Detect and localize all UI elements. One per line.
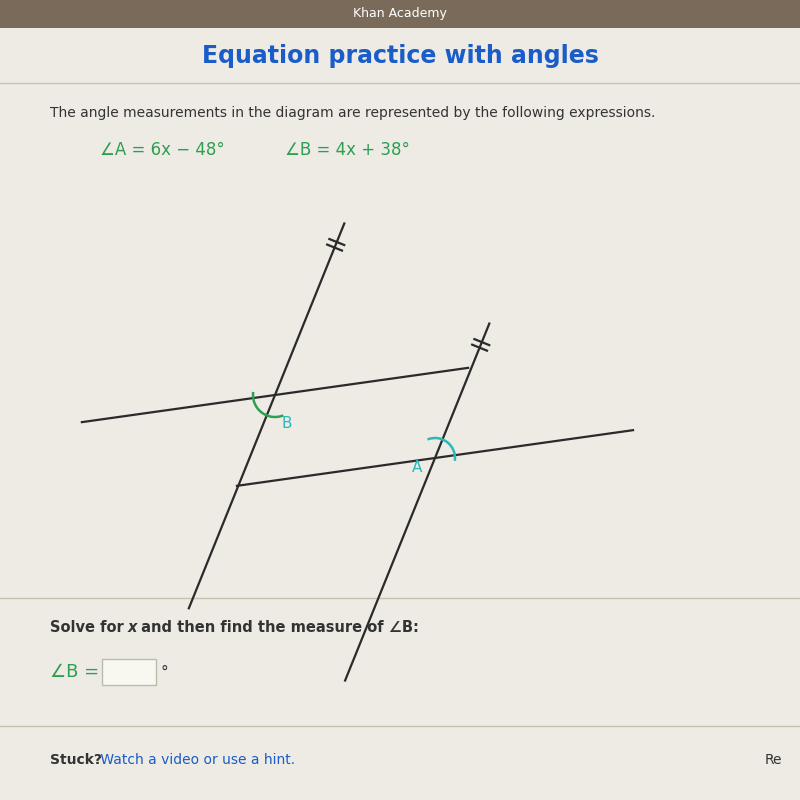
Text: A: A [412,461,422,475]
Text: ∠B =: ∠B = [50,663,99,681]
Text: Solve for: Solve for [50,621,129,635]
Text: x: x [128,621,138,635]
Text: Equation practice with angles: Equation practice with angles [202,44,598,68]
Bar [0,83,800,800]
Text: Re: Re [765,753,782,767]
Text: ∠B = 4x + 38°: ∠B = 4x + 38° [285,141,410,159]
Text: Khan Academy: Khan Academy [353,7,447,21]
Text: Stuck?: Stuck? [50,753,102,767]
Text: °: ° [160,665,168,679]
Text: ∠A = 6x − 48°: ∠A = 6x − 48° [100,141,225,159]
Text: B: B [282,415,292,430]
FancyBboxPatch shape [102,659,156,685]
Text: The angle measurements in the diagram are represented by the following expressio: The angle measurements in the diagram ar… [50,106,655,120]
Text: and then find the measure of ∠B:: and then find the measure of ∠B: [136,621,419,635]
Bar [0,0,800,28]
Bar [0,28,800,83]
Text: Watch a video or use a hint.: Watch a video or use a hint. [96,753,295,767]
